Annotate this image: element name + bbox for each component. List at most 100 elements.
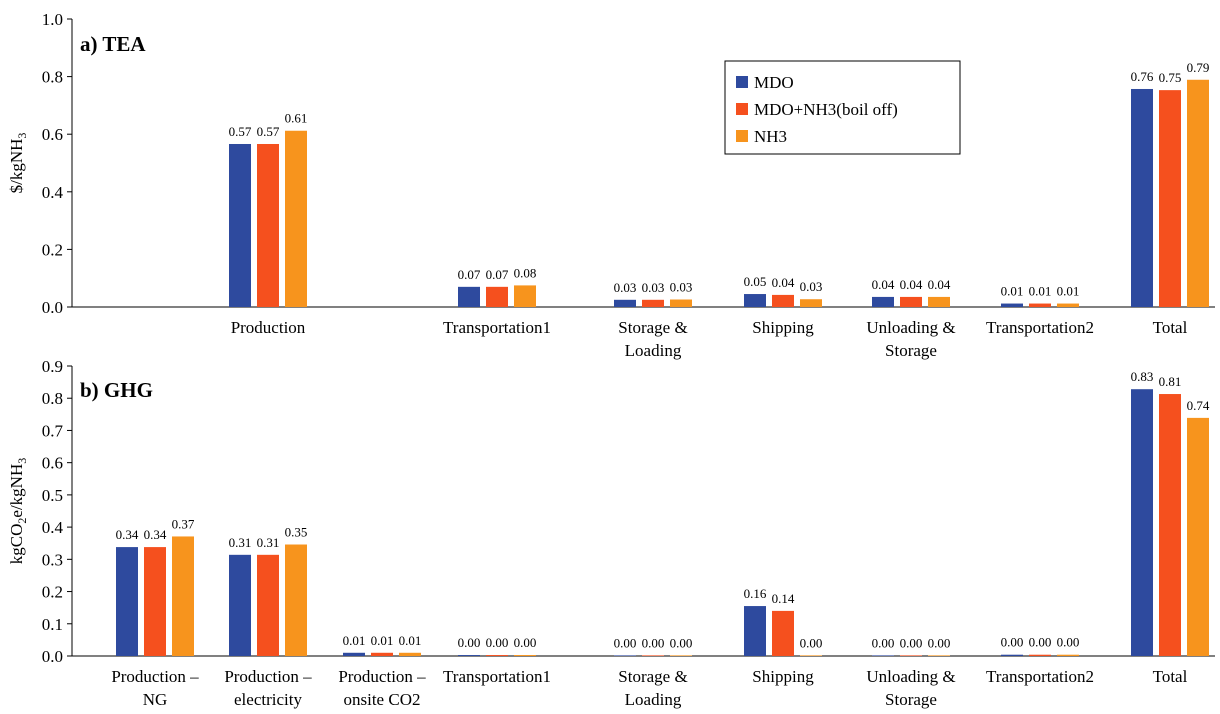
data-label: 0.00 <box>458 635 481 650</box>
x-category-label: Total <box>1153 318 1188 337</box>
x-category-label: Shipping <box>752 318 814 337</box>
bar-mdo-nh3-boil-off- <box>486 655 508 656</box>
bar-mdo-nh3-boil-off- <box>642 655 664 656</box>
y-tick-label: 0.0 <box>42 647 63 666</box>
data-label: 0.00 <box>800 635 823 650</box>
data-label: 0.01 <box>371 633 394 648</box>
y-axis-label-part: e/kgNH <box>7 464 26 518</box>
legend-swatch <box>736 130 748 142</box>
bar-mdo-nh3-boil-off- <box>900 655 922 656</box>
data-label: 0.01 <box>1029 284 1052 299</box>
bar-mdo <box>458 286 480 307</box>
x-category-label: Storage & <box>618 318 687 337</box>
x-category-label: Production <box>231 318 306 337</box>
bar-nh3 <box>800 655 822 656</box>
y-axis-label-part: kgCO <box>7 524 26 565</box>
data-label: 0.16 <box>744 586 767 601</box>
x-category-label: Shipping <box>752 667 814 686</box>
x-category-label: Unloading & <box>866 318 955 337</box>
x-category-label: Storage <box>885 341 937 360</box>
data-label: 0.07 <box>486 267 509 282</box>
legend-entry: MDO <box>754 73 794 92</box>
y-axis-label: kgCO2e/kgNH3 <box>7 458 29 564</box>
x-category-label: Production – <box>338 667 426 686</box>
bar-mdo <box>116 547 138 656</box>
data-label: 0.34 <box>144 527 167 542</box>
y-axis-label-part: 3 <box>15 458 29 464</box>
bar-nh3 <box>514 655 536 656</box>
legend-entry: NH3 <box>754 127 787 146</box>
bar-mdo <box>1001 303 1023 307</box>
data-label: 0.04 <box>900 277 923 292</box>
bar-mdo <box>458 655 480 656</box>
x-category-label: Unloading & <box>866 667 955 686</box>
data-label: 0.57 <box>229 124 252 139</box>
y-tick-label: 0.7 <box>42 421 64 440</box>
y-tick-label: 0.1 <box>42 615 63 634</box>
y-axis-label-part: 2 <box>15 518 29 524</box>
y-tick-label: 0.8 <box>42 68 63 87</box>
data-label: 0.08 <box>514 265 537 280</box>
y-tick-label: 0.6 <box>42 454 63 473</box>
data-label: 0.79 <box>1187 60 1210 75</box>
data-label: 0.03 <box>670 280 693 295</box>
data-label: 0.31 <box>257 535 280 550</box>
bar-nh3 <box>1187 79 1209 307</box>
bar-mdo-nh3-boil-off- <box>144 547 166 656</box>
bar-mdo-nh3-boil-off- <box>1029 303 1051 307</box>
data-label: 0.00 <box>900 635 923 650</box>
bar-mdo <box>614 655 636 656</box>
x-category-label: onsite CO2 <box>344 690 421 709</box>
bar-nh3 <box>1057 303 1079 307</box>
bar-mdo-nh3-boil-off- <box>772 294 794 307</box>
data-label: 0.05 <box>744 274 767 289</box>
legend-box <box>724 60 961 155</box>
bar-mdo <box>229 554 251 656</box>
bar-mdo-nh3-boil-off- <box>1159 394 1181 656</box>
data-label: 0.35 <box>285 525 308 540</box>
data-label: 0.00 <box>642 635 665 650</box>
bar-mdo <box>343 652 365 656</box>
y-tick-label: 0.9 <box>42 357 63 376</box>
x-category-label: Production – <box>224 667 312 686</box>
bar-nh3 <box>399 652 421 656</box>
data-label: 0.37 <box>172 516 195 531</box>
bar-mdo-nh3-boil-off- <box>1159 90 1181 307</box>
bar-mdo <box>614 299 636 307</box>
y-axis-label-part: $/kgNH <box>7 139 26 194</box>
x-category-label: Total <box>1153 667 1188 686</box>
panel-label: b) GHG <box>80 378 153 402</box>
bar-nh3 <box>928 655 950 656</box>
data-label: 0.34 <box>116 527 139 542</box>
x-category-label: Storage <box>885 690 937 709</box>
y-axis-label-part: 3 <box>15 133 29 139</box>
panel-label: a) TEA <box>80 32 146 56</box>
data-label: 0.83 <box>1131 369 1154 384</box>
x-category-label: NG <box>143 690 168 709</box>
data-label: 0.01 <box>343 633 366 648</box>
y-tick-label: 0.4 <box>42 518 64 537</box>
bar-nh3 <box>172 536 194 656</box>
data-label: 0.03 <box>642 280 665 295</box>
y-tick-label: 0.8 <box>42 389 63 408</box>
data-label: 0.04 <box>928 277 951 292</box>
y-tick-label: 0.4 <box>42 183 64 202</box>
bar-nh3 <box>800 299 822 307</box>
data-label: 0.04 <box>872 277 895 292</box>
data-label: 0.75 <box>1159 70 1182 85</box>
bar-mdo <box>744 606 766 656</box>
legend-swatch <box>736 76 748 88</box>
data-label: 0.04 <box>772 275 795 290</box>
x-category-label: Production – <box>111 667 199 686</box>
y-tick-label: 0.2 <box>42 240 63 259</box>
bar-mdo-nh3-boil-off- <box>900 296 922 307</box>
bar-mdo-nh3-boil-off- <box>1029 654 1051 656</box>
bar-nh3 <box>928 296 950 307</box>
bar-mdo <box>1001 654 1023 656</box>
bar-mdo <box>872 296 894 307</box>
bar-nh3 <box>1187 417 1209 656</box>
bar-mdo-nh3-boil-off- <box>486 286 508 307</box>
bar-mdo-nh3-boil-off- <box>371 652 393 656</box>
data-label: 0.31 <box>229 535 252 550</box>
